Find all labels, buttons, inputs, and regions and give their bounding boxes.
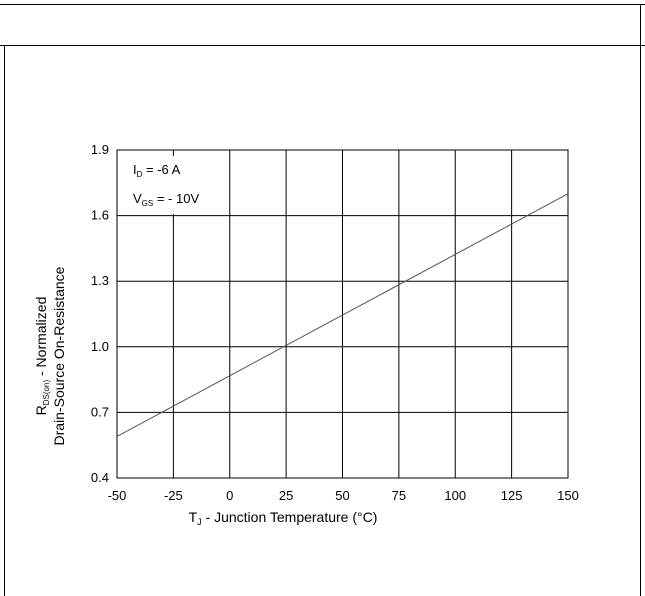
series-line-0: [116, 193, 569, 437]
x-tick-label: -50: [108, 488, 127, 503]
frame-right-line: [640, 4, 641, 596]
x-tick-label: 0: [226, 488, 233, 503]
annotation-id: ID = -6 A: [133, 162, 181, 179]
x-axis-label: TJ - Junction Temperature (°C): [189, 509, 378, 527]
y-tick-label: 1.6: [91, 208, 109, 223]
plot-frame: [116, 149, 569, 479]
y-axis-label-line2: Drain-Source On-Resistance: [51, 266, 67, 445]
x-tick-labels: -50 -25 0 25 50 75 100 125 150: [108, 488, 579, 503]
x-tick-label: 75: [392, 488, 406, 503]
x-tick-label: -25: [164, 488, 183, 503]
x-tick-label: 25: [279, 488, 293, 503]
frame-header-divider: [0, 45, 645, 46]
x-tick-label: 50: [335, 488, 349, 503]
y-tick-label: 1.0: [91, 339, 109, 354]
annotation-background: [128, 156, 224, 214]
y-tick-label: 0.7: [91, 404, 109, 419]
y-tick-label: 0.4: [91, 470, 109, 485]
y-tick-labels: 0.4 0.7 1.0 1.3 1.6 1.9: [91, 142, 109, 485]
y-axis-label-line1: RDS(on) - Normalized: [33, 297, 51, 416]
annotation-vgs: VGS = - 10V: [133, 191, 199, 208]
annotation-group: ID = -6 A VGS = - 10V: [128, 156, 224, 214]
y-axis-label: RDS(on) - Normalized Drain-Source On-Res…: [33, 266, 67, 445]
frame-top-line: [0, 4, 645, 5]
x-tick-label: 125: [501, 488, 523, 503]
x-tick-label: 150: [557, 488, 579, 503]
y-tick-label: 1.3: [91, 273, 109, 288]
x-tick-label: 100: [444, 488, 466, 503]
y-tick-label: 1.9: [91, 142, 109, 157]
frame-left-line: [4, 45, 5, 596]
grid-lines: [117, 150, 568, 478]
series-group: [116, 193, 569, 437]
